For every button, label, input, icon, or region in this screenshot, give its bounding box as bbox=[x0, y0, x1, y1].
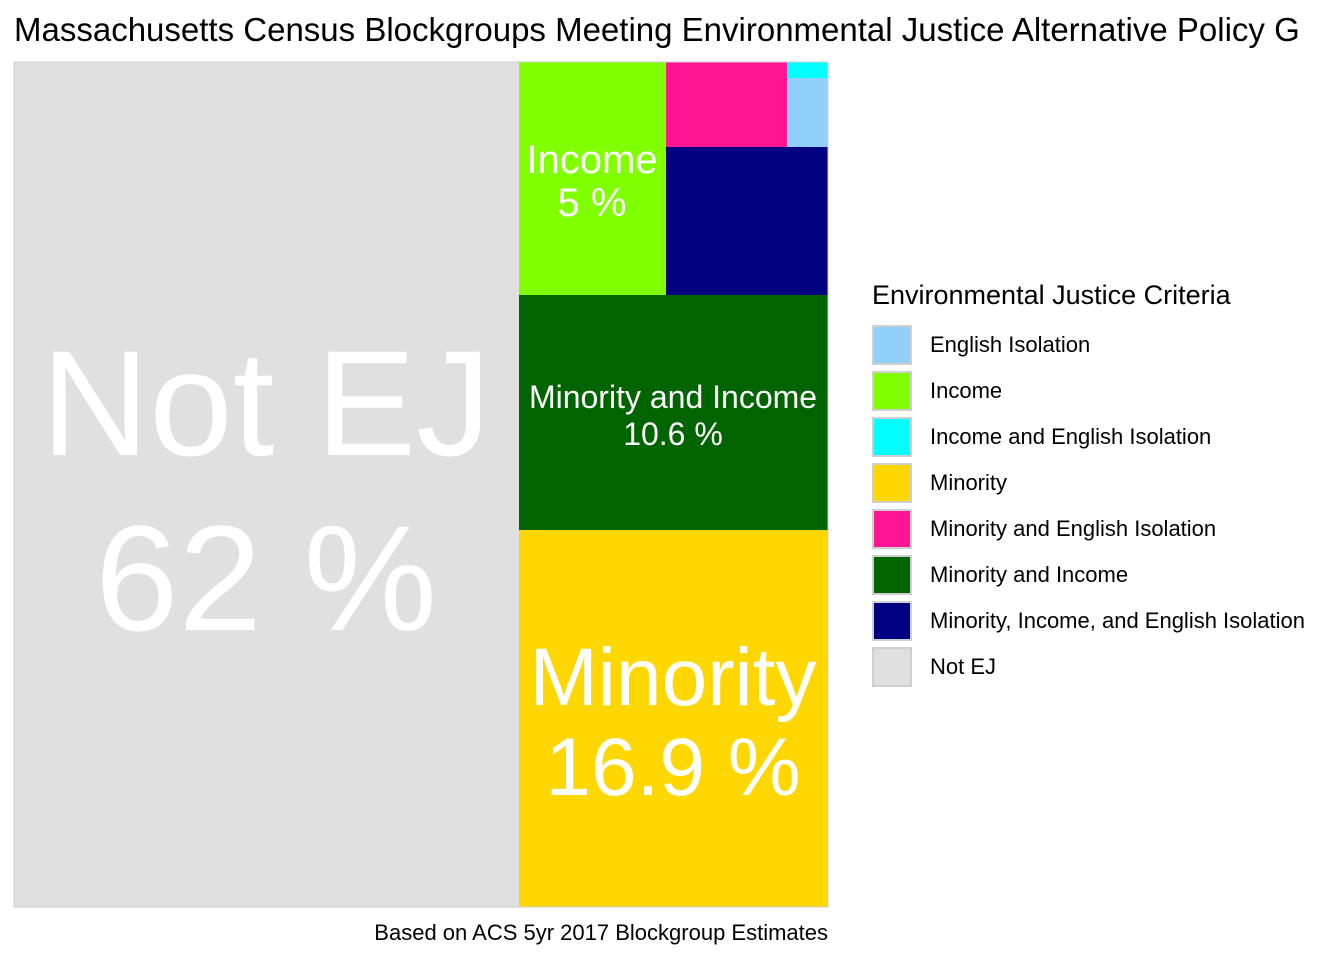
tile-income-and-english-isolation bbox=[787, 62, 828, 78]
tile-income bbox=[519, 62, 666, 295]
legend-item-minority-income-and-english-isolation: Minority, Income, and English Isolation bbox=[872, 598, 1305, 644]
legend-item-minority: Minority bbox=[872, 460, 1305, 506]
legend-key-income-and-english-isolation bbox=[872, 417, 912, 457]
legend-key-minority-income-and-english-isolation bbox=[872, 601, 912, 641]
legend-label-not-ej: Not EJ bbox=[930, 654, 997, 679]
legend-label-income-and-english-isolation: Income and English Isolation bbox=[930, 424, 1212, 449]
legend-key-not-ej bbox=[872, 647, 912, 687]
treemap-frame bbox=[13, 61, 829, 908]
tile-minority-income-and-english-isolation bbox=[666, 147, 828, 295]
legend-key-income bbox=[872, 371, 912, 411]
tile-label-value-income: 5 % bbox=[558, 181, 627, 225]
legend-key-minority-and-english-isolation bbox=[872, 509, 912, 549]
legend-key-english-isolation bbox=[872, 325, 912, 365]
legend: Environmental Justice Criteria English I… bbox=[872, 278, 1305, 690]
legend-label-minority: Minority bbox=[930, 470, 1008, 495]
legend-key-minority-and-income bbox=[872, 555, 912, 595]
tile-label-value-minority-and-income: 10.6 % bbox=[623, 416, 723, 452]
legend-key-minority bbox=[872, 463, 912, 503]
tile-label-name-income: Income bbox=[526, 138, 657, 182]
legend-item-minority-and-english-isolation: Minority and English Isolation bbox=[872, 506, 1305, 552]
legend-label-minority-and-english-isolation: Minority and English Isolation bbox=[930, 516, 1217, 541]
legend-item-income-and-english-isolation: Income and English Isolation bbox=[872, 414, 1305, 460]
tile-label-value-not-ej: 62 % bbox=[95, 494, 437, 662]
tile-not-ej bbox=[14, 62, 519, 907]
legend-label-minority-income-and-english-isolation: Minority, Income, and English Isolation bbox=[930, 608, 1305, 633]
legend-item-english-isolation: English Isolation bbox=[872, 322, 1305, 368]
legend-title: Environmental Justice Criteria bbox=[872, 280, 1231, 310]
tile-english-isolation bbox=[787, 78, 828, 147]
legend-item-minority-and-income: Minority and Income bbox=[872, 552, 1305, 598]
tile-label-name-minority: Minority bbox=[529, 632, 816, 723]
legend-label-english-isolation: English Isolation bbox=[930, 332, 1091, 357]
legend-item-income: Income bbox=[872, 368, 1305, 414]
tile-minority bbox=[519, 530, 828, 907]
tile-minority-and-english-isolation bbox=[666, 62, 787, 147]
legend-item-not-ej: Not EJ bbox=[872, 644, 1305, 690]
legend-label-minority-and-income: Minority and Income bbox=[930, 562, 1129, 587]
chart-caption: Based on ACS 5yr 2017 Blockgroup Estimat… bbox=[374, 920, 828, 945]
tile-label-value-minority: 16.9 % bbox=[545, 722, 800, 813]
legend-label-income: Income bbox=[930, 378, 1003, 403]
legend-items: English Isolation Income Income and Englis… bbox=[872, 322, 1305, 690]
tile-label-name-not-ej: Not EJ bbox=[41, 319, 491, 487]
tile-minority-and-income bbox=[519, 295, 828, 530]
chart-title: Massachusetts Census Blockgroups Meeting… bbox=[14, 11, 1300, 48]
tile-label-name-minority-and-income: Minority and Income bbox=[529, 379, 817, 415]
